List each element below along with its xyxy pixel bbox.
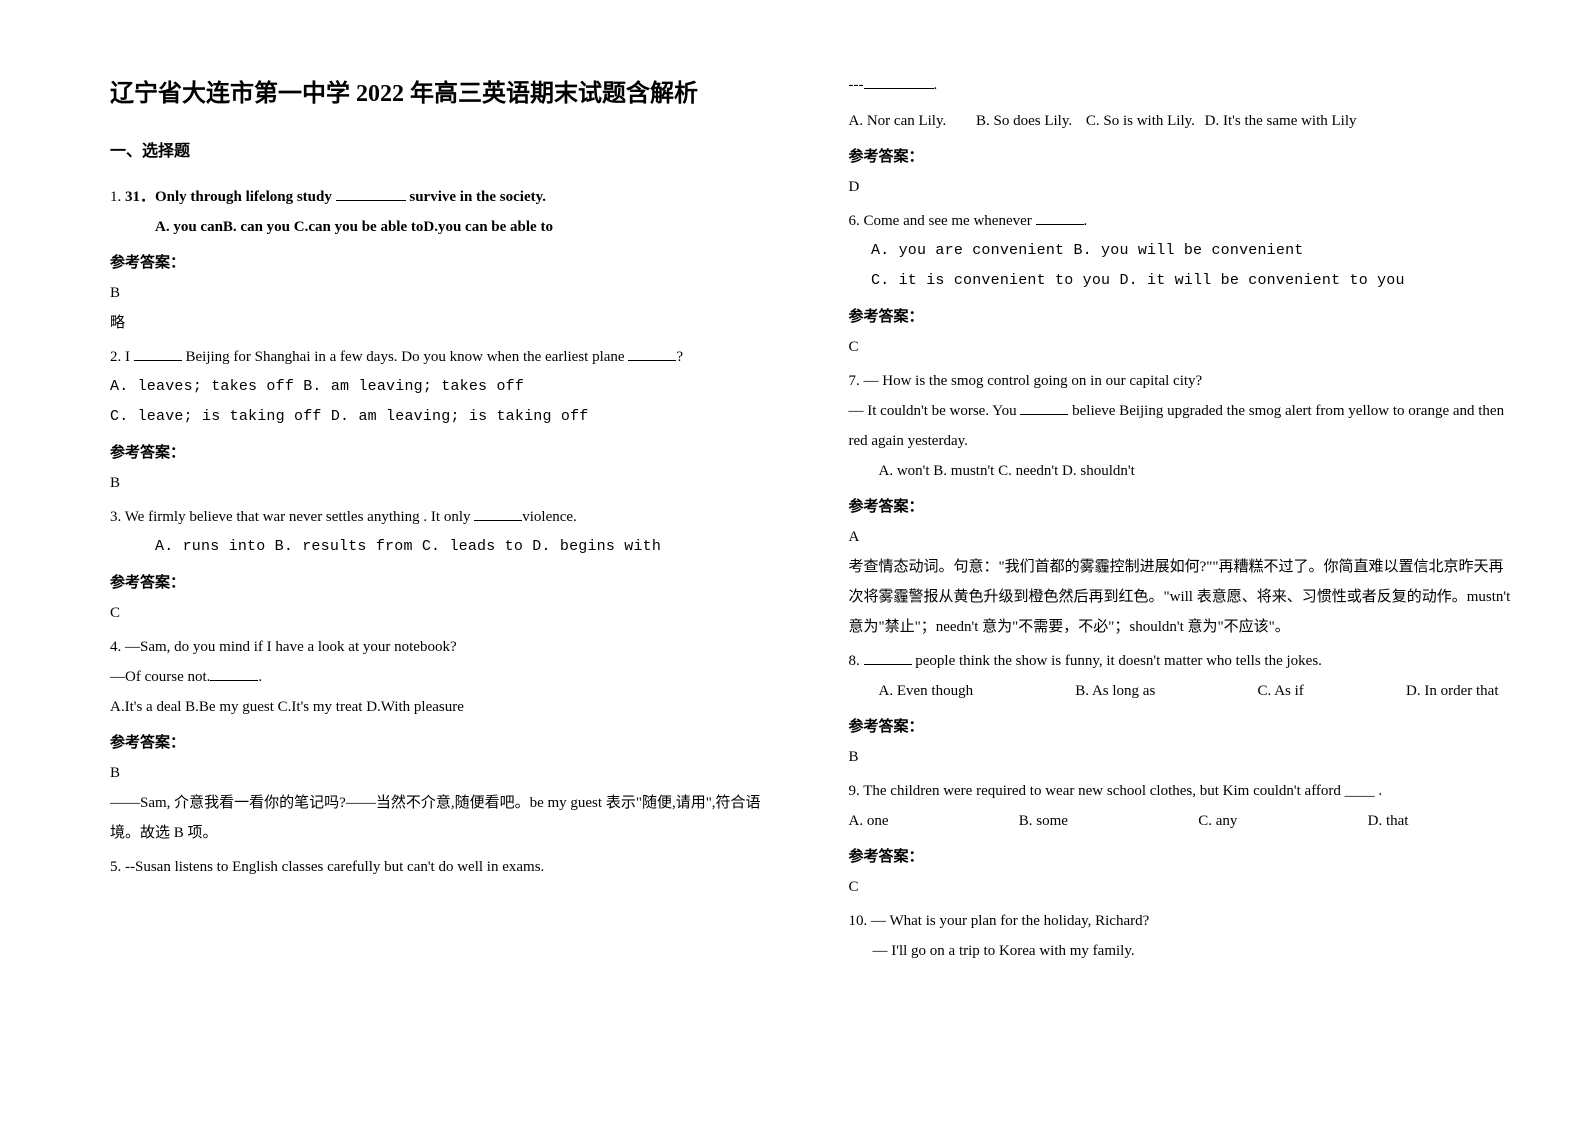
q2-c: ? <box>676 349 683 365</box>
q9-options: A. one B. some C. any D. that <box>849 806 1409 836</box>
q8-options: A. Even though B. As long as C. As if D.… <box>849 676 1499 706</box>
question-8: 8. people think the show is funny, it do… <box>849 646 1518 676</box>
q7-2a: — It couldn't be worse. You <box>849 403 1021 419</box>
answer-label: 参考答案： <box>849 842 1518 872</box>
q6-blank <box>1036 211 1084 226</box>
q8-blank <box>864 651 912 666</box>
q2-optA: A. leaves; takes off <box>110 378 294 395</box>
q3-answer: C <box>110 598 789 628</box>
q7-line2: — It couldn't be worse. You believe Beij… <box>849 396 1518 456</box>
q8-optD: D. In order that <box>1406 676 1498 706</box>
q5-optB: B. So does Lily. <box>976 113 1072 129</box>
question-1: 1. 31．Only through lifelong study surviv… <box>110 182 789 212</box>
q1-stem-b: 31．Only through lifelong study <box>125 189 336 205</box>
q6-optB: B. you will be convenient <box>1073 242 1303 259</box>
q5-optC: C. So is with Lily. <box>1086 113 1195 129</box>
q5-dash: --- <box>849 77 864 93</box>
q9-optB: B. some <box>1019 806 1068 836</box>
q6-optA: A. you are convenient <box>871 242 1064 259</box>
q1-blank <box>336 187 406 202</box>
q6-optD: D. it will be convenient to you <box>1119 272 1404 289</box>
q5-options: A. Nor can Lily. B. So does Lily. C. So … <box>849 106 1518 136</box>
q8-b: people think the show is funny, it doesn… <box>912 653 1322 669</box>
answer-label: 参考答案： <box>849 142 1518 172</box>
q8-optA: A. Even though <box>879 676 974 706</box>
q5-optA: A. Nor can Lily. <box>849 113 947 129</box>
q1-explain: 略 <box>110 308 789 338</box>
q2-blank1 <box>134 347 182 362</box>
section-header: 一、选择题 <box>110 136 789 168</box>
q4-2a: —Of course not. <box>110 669 210 685</box>
q6-row1: A. you are convenient B. you will be con… <box>849 236 1518 266</box>
q6-b: . <box>1084 213 1088 229</box>
q3-a: 3. We firmly believe that war never sett… <box>110 509 474 525</box>
question-4: 4. —Sam, do you mind if I have a look at… <box>110 632 789 662</box>
q7-blank <box>1020 401 1068 416</box>
q6-answer: C <box>849 332 1518 362</box>
question-2: 2. I Beijing for Shanghai in a few days.… <box>110 342 789 372</box>
answer-label: 参考答案： <box>110 568 789 598</box>
answer-label: 参考答案： <box>849 712 1518 742</box>
q3-options: A. runs into B. results from C. leads to… <box>110 532 789 562</box>
q4-options: A.It's a deal B.Be my guest C.It's my tr… <box>110 692 789 722</box>
q2-b: Beijing for Shanghai in a few days. Do y… <box>182 349 629 365</box>
q7-answer: A <box>849 522 1518 552</box>
q2-blank2 <box>628 347 676 362</box>
answer-label: 参考答案： <box>110 438 789 468</box>
left-column: 辽宁省大连市第一中学 2022 年高三英语期末试题含解析 一、选择题 1. 31… <box>110 70 819 1082</box>
right-column: ---. A. Nor can Lily. B. So does Lily. C… <box>819 70 1528 1082</box>
q4-2b: . <box>258 669 262 685</box>
q8-optB: B. As long as <box>1075 676 1155 706</box>
q4-blank <box>210 667 258 682</box>
q9-optA: A. one <box>849 806 889 836</box>
q7-options: A. won't B. mustn't C. needn't D. should… <box>849 456 1518 486</box>
q1-answer: B <box>110 278 789 308</box>
q2-a: 2. I <box>110 349 134 365</box>
q2-optB: B. am leaving; takes off <box>303 378 524 395</box>
q6-a: 6. Come and see me whenever <box>849 213 1036 229</box>
q5-answer: D <box>849 172 1518 202</box>
q3-b: violence. <box>522 509 577 525</box>
q4-answer: B <box>110 758 789 788</box>
q3-blank <box>474 507 522 522</box>
q2-optD: D. am leaving; is taking off <box>331 408 589 425</box>
q5-dash-line: ---. <box>849 70 1518 100</box>
answer-label: 参考答案： <box>110 248 789 278</box>
q9-optD: D. that <box>1368 806 1409 836</box>
q1-options: A. you canB. can you C.can you be able t… <box>110 212 789 242</box>
q9-answer: C <box>849 872 1518 902</box>
q1-stem-c: survive in the society. <box>406 189 546 205</box>
q2-answer: B <box>110 468 789 498</box>
q6-row2: C. it is convenient to you D. it will be… <box>849 266 1518 296</box>
q1-num: 1. <box>110 189 125 205</box>
document-title: 辽宁省大连市第一中学 2022 年高三英语期末试题含解析 <box>110 70 789 118</box>
question-9: 9. The children were required to wear ne… <box>849 776 1518 806</box>
q7-line1: 7. — How is the smog control going on in… <box>849 366 1518 396</box>
answer-label: 参考答案： <box>849 302 1518 332</box>
q4-line2: —Of course not.. <box>110 662 789 692</box>
q10-line2: — I'll go on a trip to Korea with my fam… <box>849 936 1518 966</box>
answer-label: 参考答案： <box>849 492 1518 522</box>
question-3: 3. We firmly believe that war never sett… <box>110 502 789 532</box>
q6-optC: C. it is convenient to you <box>871 272 1110 289</box>
q7-explain: 考查情态动词。句意："我们首都的雾霾控制进展如何?""再糟糕不过了。你简直难以置… <box>849 552 1518 642</box>
q5-blank <box>864 75 934 90</box>
q2-opts-row1: A. leaves; takes off B. am leaving; take… <box>110 372 789 402</box>
question-5-stem: 5. --Susan listens to English classes ca… <box>110 852 789 882</box>
q10-line1: 10. — What is your plan for the holiday,… <box>849 906 1518 936</box>
q9-optC: C. any <box>1198 806 1237 836</box>
answer-label: 参考答案： <box>110 728 789 758</box>
q5-optD: D. It's the same with Lily <box>1205 113 1357 129</box>
question-6: 6. Come and see me whenever . <box>849 206 1518 236</box>
q8-answer: B <box>849 742 1518 772</box>
q2-optC: C. leave; is taking off <box>110 408 322 425</box>
q8-a: 8. <box>849 653 864 669</box>
q5-dot: . <box>934 77 938 93</box>
q8-optC: C. As if <box>1258 676 1304 706</box>
page: 辽宁省大连市第一中学 2022 年高三英语期末试题含解析 一、选择题 1. 31… <box>0 0 1587 1122</box>
q2-opts-row2: C. leave; is taking off D. am leaving; i… <box>110 402 789 432</box>
q4-explain: ——Sam, 介意我看一看你的笔记吗?——当然不介意,随便看吧。be my gu… <box>110 788 789 848</box>
